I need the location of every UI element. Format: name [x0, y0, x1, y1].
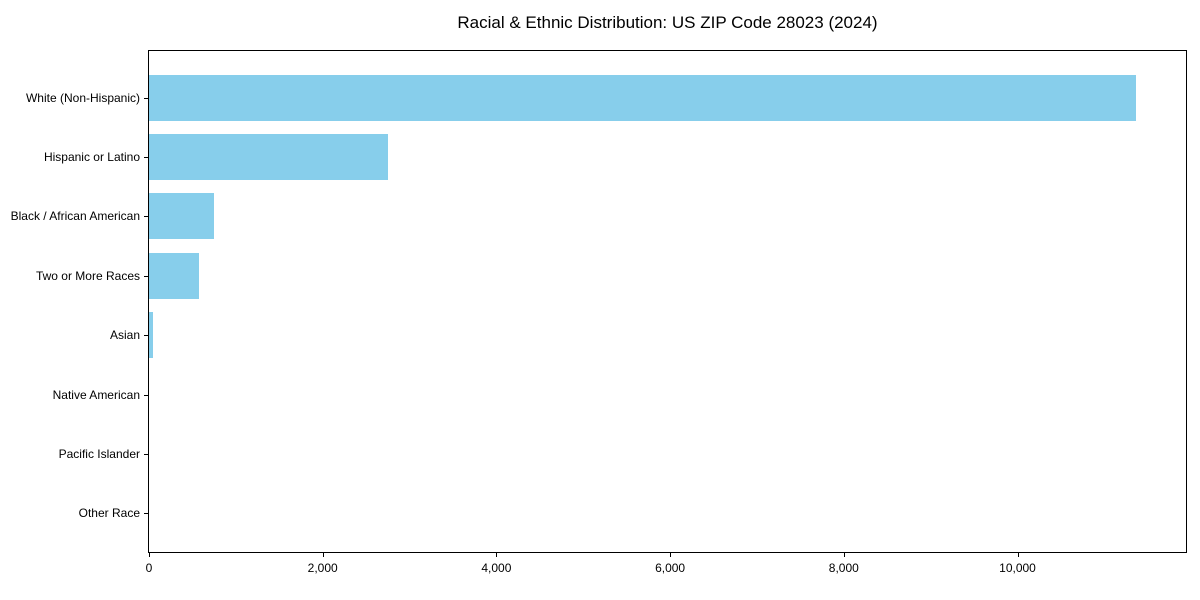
- y-axis-tick: [144, 453, 148, 455]
- y-tick-label-hispanic-or-latino: Hispanic or Latino: [43, 150, 140, 165]
- bar-white-non-hispanic: [149, 74, 1137, 121]
- x-axis-tick: [322, 553, 324, 557]
- x-tick-label-2000: 2,000: [307, 561, 338, 575]
- x-tick-label-4000: 4,000: [481, 561, 512, 575]
- x-axis-tick: [843, 553, 845, 557]
- x-tick-label-10000: 10,000: [999, 561, 1036, 575]
- x-tick-label-0: 0: [145, 561, 153, 575]
- y-axis-tick: [144, 216, 148, 218]
- y-axis-tick: [144, 394, 148, 396]
- x-axis-tick: [149, 553, 150, 557]
- y-axis-tick: [144, 513, 148, 515]
- x-axis-tick: [670, 553, 672, 557]
- x-tick-label-6000: 6,000: [655, 561, 686, 575]
- bar-hispanic-or-latino: [149, 134, 388, 181]
- bar-black-african-american: [149, 193, 215, 240]
- plot-area: [148, 50, 1187, 553]
- bar-two-or-more-races: [149, 252, 199, 299]
- y-axis-tick: [144, 275, 148, 277]
- y-tick-label-pacific-islander: Pacific Islander: [58, 446, 140, 461]
- y-tick-label-two-or-more-races: Two or More Races: [35, 268, 140, 283]
- y-tick-label-asian: Asian: [109, 328, 140, 343]
- y-axis-tick: [144, 335, 148, 337]
- y-axis-tick: [144, 97, 148, 99]
- x-axis-tick: [496, 553, 498, 557]
- y-tick-label-black-african-american: Black / African American: [10, 209, 140, 224]
- y-axis-tick: [144, 157, 148, 159]
- y-tick-label-other-race: Other Race: [78, 506, 140, 521]
- y-tick-label-native-american: Native American: [52, 387, 140, 402]
- chart-title: Racial & Ethnic Distribution: US ZIP Cod…: [457, 13, 878, 32]
- y-tick-label-white-non-hispanic: White (Non-Hispanic): [25, 90, 140, 105]
- bar-asian: [149, 312, 153, 359]
- x-tick-label-8000: 8,000: [828, 561, 859, 575]
- x-axis-tick: [1017, 553, 1019, 557]
